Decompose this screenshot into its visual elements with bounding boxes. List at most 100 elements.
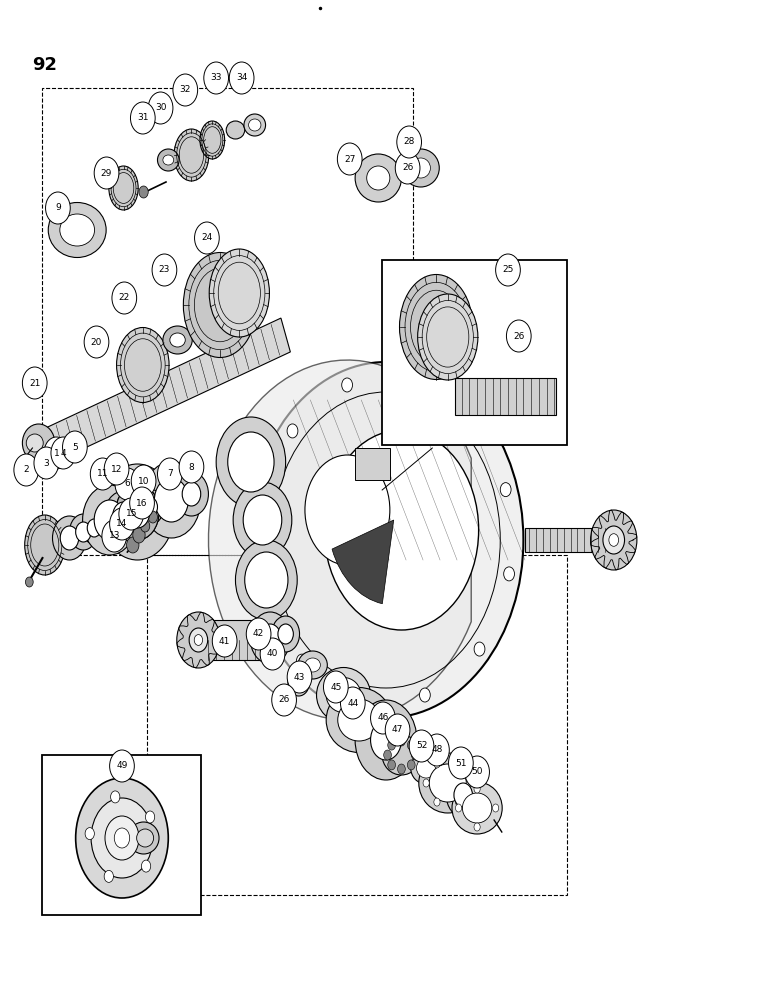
Ellipse shape [25,515,65,575]
Circle shape [125,496,150,528]
Circle shape [449,747,473,779]
Circle shape [235,540,297,620]
Ellipse shape [462,793,492,823]
Circle shape [90,458,115,490]
Text: 25: 25 [503,265,513,274]
Circle shape [139,186,148,198]
Text: 15: 15 [126,510,137,518]
Circle shape [229,62,254,94]
Circle shape [87,519,101,537]
Ellipse shape [117,328,169,402]
Bar [355,448,390,480]
Text: 29: 29 [101,168,112,178]
Bar [455,378,556,415]
Circle shape [446,773,480,817]
Bar [525,528,614,552]
Ellipse shape [305,658,320,672]
Ellipse shape [402,149,439,187]
Circle shape [278,624,293,644]
Circle shape [409,730,434,762]
Circle shape [110,791,120,803]
Circle shape [419,688,430,702]
Circle shape [233,482,292,558]
Wedge shape [332,520,394,604]
Circle shape [454,783,472,807]
Text: 11: 11 [97,470,108,479]
Ellipse shape [183,252,256,357]
Text: 51: 51 [455,758,466,768]
Text: 42: 42 [253,630,264,639]
Circle shape [130,487,154,519]
Ellipse shape [411,158,430,178]
Circle shape [371,720,401,760]
Circle shape [119,498,144,530]
Text: 22: 22 [119,294,130,302]
Text: 26: 26 [402,163,413,172]
Ellipse shape [170,333,185,347]
Circle shape [148,511,157,523]
Circle shape [142,462,201,538]
Circle shape [94,500,125,540]
Circle shape [195,222,219,254]
Circle shape [52,516,86,560]
Circle shape [212,625,237,657]
Circle shape [189,628,208,652]
Ellipse shape [163,326,192,354]
Circle shape [174,472,208,516]
Text: 52: 52 [416,742,427,750]
Bar [42,755,201,915]
Circle shape [296,654,307,668]
Text: 6: 6 [124,480,130,488]
Text: 50: 50 [472,768,482,776]
Ellipse shape [326,688,391,752]
Circle shape [423,779,429,787]
Text: 45: 45 [330,683,341,692]
Ellipse shape [244,114,266,136]
Circle shape [354,692,365,706]
Circle shape [287,661,312,693]
Circle shape [395,152,420,184]
Circle shape [272,616,300,652]
Circle shape [84,326,109,358]
Circle shape [133,527,145,543]
Circle shape [102,520,127,552]
Ellipse shape [59,214,94,246]
Circle shape [157,458,182,490]
Ellipse shape [22,424,55,462]
Circle shape [474,823,480,831]
Bar [382,260,567,445]
Circle shape [455,804,462,812]
Circle shape [63,431,87,463]
Circle shape [69,514,97,550]
Ellipse shape [200,121,225,159]
Ellipse shape [417,758,435,778]
Circle shape [195,635,202,645]
Polygon shape [46,318,290,462]
Circle shape [34,447,59,479]
Text: 92: 92 [32,56,57,74]
Ellipse shape [109,166,138,210]
Text: 13: 13 [109,532,120,540]
Polygon shape [208,360,471,720]
Circle shape [465,756,489,788]
Circle shape [179,451,204,483]
Text: 10: 10 [138,477,149,486]
Circle shape [83,485,137,555]
Circle shape [85,828,94,840]
Circle shape [411,750,419,760]
Circle shape [609,534,618,546]
Text: 24: 24 [201,233,212,242]
Text: 34: 34 [236,74,247,83]
Circle shape [131,465,156,497]
Text: 1: 1 [53,449,59,458]
Circle shape [116,484,159,540]
Circle shape [104,491,143,541]
Circle shape [114,828,130,848]
Text: 28: 28 [404,137,415,146]
Text: 48: 48 [432,746,442,754]
Text: 30: 30 [155,104,166,112]
Circle shape [323,671,348,703]
Circle shape [44,437,69,469]
Circle shape [100,464,174,560]
Circle shape [91,798,153,878]
